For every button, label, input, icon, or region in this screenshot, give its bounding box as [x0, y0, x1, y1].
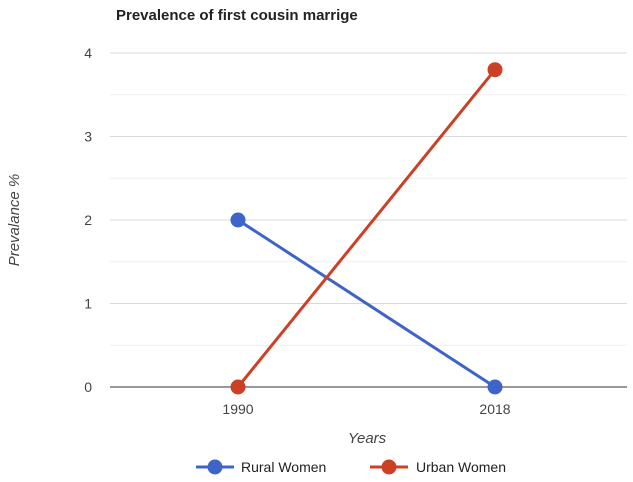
x-axis-title: Years [348, 430, 387, 447]
y-tick-label: 1 [84, 296, 92, 312]
data-point-rural-women [230, 212, 246, 228]
data-point-urban-women [230, 379, 246, 395]
x-tick-label: 2018 [479, 401, 510, 417]
x-tick-label: 1990 [222, 401, 253, 417]
grid-lines [110, 52, 627, 346]
y-tick-label: 0 [84, 379, 92, 395]
legend-marker-rural-women [207, 459, 223, 475]
legend-item-rural-women: Rural Women [196, 459, 326, 475]
y-axis-ticks: 0 1 2 3 4 [84, 45, 92, 395]
chart-title: Prevalence of first cousin marrige [116, 7, 358, 24]
data-point-urban-women [487, 62, 503, 78]
series-layer [230, 62, 503, 395]
y-tick-label: 4 [84, 45, 92, 61]
x-axis-ticks: 1990 2018 [222, 401, 510, 417]
legend-item-urban-women: Urban Women [370, 459, 506, 475]
legend: Rural Women Urban Women [196, 459, 506, 475]
series-line-urban-women [236, 68, 497, 388]
y-tick-label: 2 [84, 212, 92, 228]
legend-label-urban-women: Urban Women [416, 459, 506, 475]
y-tick-label: 3 [84, 129, 92, 145]
y-axis-title: Prevalance % [6, 174, 23, 267]
series-line-rural-women [237, 218, 496, 389]
data-point-rural-women [487, 379, 503, 395]
legend-marker-urban-women [381, 459, 397, 475]
legend-label-rural-women: Rural Women [241, 459, 326, 475]
